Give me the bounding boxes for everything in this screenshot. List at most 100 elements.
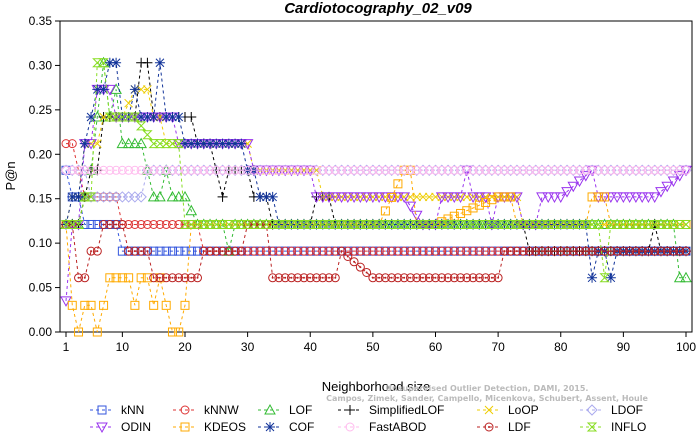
data-point (193, 273, 203, 283)
data-point (92, 139, 102, 148)
data-point (387, 165, 397, 175)
data-point (180, 273, 190, 283)
data-point (142, 219, 152, 229)
data-point (461, 219, 473, 229)
data-point (67, 139, 77, 149)
data-point (142, 246, 152, 256)
y-tick-label: 0.35 (29, 14, 53, 28)
data-point (135, 137, 148, 149)
data-point (481, 197, 491, 207)
legend-swatch-marker (345, 422, 355, 432)
data-point (61, 139, 71, 149)
data-point (480, 219, 491, 229)
data-point (605, 272, 616, 283)
data-point (337, 165, 347, 175)
data-point (129, 84, 140, 95)
data-point (443, 246, 453, 256)
data-point (136, 165, 146, 175)
legend-swatch-marker (180, 405, 190, 415)
x-tick-label: 20 (178, 340, 192, 354)
data-point (556, 246, 566, 256)
data-point (362, 165, 372, 175)
data-point (124, 219, 134, 229)
data-point (155, 219, 165, 229)
data-point (280, 246, 290, 256)
data-point (418, 165, 428, 175)
data-point (404, 201, 417, 213)
data-point (506, 192, 516, 202)
data-point (649, 219, 660, 229)
data-point (600, 165, 610, 175)
data-point (179, 190, 191, 202)
data-point (600, 192, 610, 202)
data-point (92, 327, 102, 337)
data-point (637, 165, 647, 175)
data-point (456, 165, 466, 175)
series-line-loop (65, 88, 686, 225)
data-point (462, 192, 472, 202)
data-point (305, 246, 315, 256)
data-point (355, 262, 365, 272)
data-point (255, 246, 265, 256)
data-point (574, 219, 585, 229)
data-point (355, 219, 366, 229)
data-point (224, 246, 234, 256)
data-point (680, 219, 692, 229)
data-point (123, 112, 134, 122)
data-point (179, 138, 190, 149)
data-point (80, 165, 90, 175)
data-point (486, 219, 498, 229)
data-point (643, 246, 653, 256)
data-point (474, 219, 485, 229)
data-point (380, 165, 390, 175)
data-point (556, 165, 566, 175)
legend-item: kNNW (173, 403, 239, 417)
legend-label: LOF (289, 403, 312, 417)
data-point (86, 111, 97, 122)
data-point (593, 219, 604, 229)
series-loop (61, 85, 691, 229)
data-point (611, 192, 623, 203)
data-point (642, 192, 655, 203)
data-point (648, 192, 661, 203)
data-point (374, 165, 384, 175)
watermark-line-1: Unsupervised Outlier Detection, DAMI, 20… (386, 384, 589, 393)
data-point (130, 219, 140, 229)
data-point (186, 273, 196, 283)
data-point (117, 112, 128, 122)
data-point (474, 246, 484, 256)
x-tick-label: 70 (491, 340, 505, 354)
data-point (92, 58, 103, 68)
data-point (280, 165, 290, 175)
data-point (130, 165, 140, 175)
data-point (186, 138, 197, 149)
data-point (193, 246, 203, 256)
data-point (373, 219, 385, 229)
data-point (323, 219, 335, 229)
data-point (154, 139, 166, 149)
data-point (374, 273, 384, 283)
data-point (418, 246, 428, 256)
data-point (417, 219, 429, 229)
data-point (292, 219, 303, 229)
data-point (524, 246, 534, 256)
data-point (99, 300, 109, 310)
legend-item: SimplifiedLOF (338, 403, 444, 417)
data-point (85, 192, 97, 202)
data-point (117, 273, 127, 283)
data-point (505, 219, 516, 229)
data-point (211, 165, 221, 175)
data-point (192, 138, 203, 149)
legend-item: kNN (90, 403, 144, 417)
data-point (681, 165, 691, 175)
data-point (167, 139, 178, 149)
legend-label: FastABOD (369, 420, 427, 434)
data-point (255, 191, 266, 202)
data-point (111, 165, 121, 175)
data-point (249, 165, 259, 175)
data-point (360, 192, 373, 203)
data-point (506, 246, 516, 256)
data-point (142, 273, 152, 283)
data-point (311, 219, 322, 229)
data-point (605, 219, 617, 229)
